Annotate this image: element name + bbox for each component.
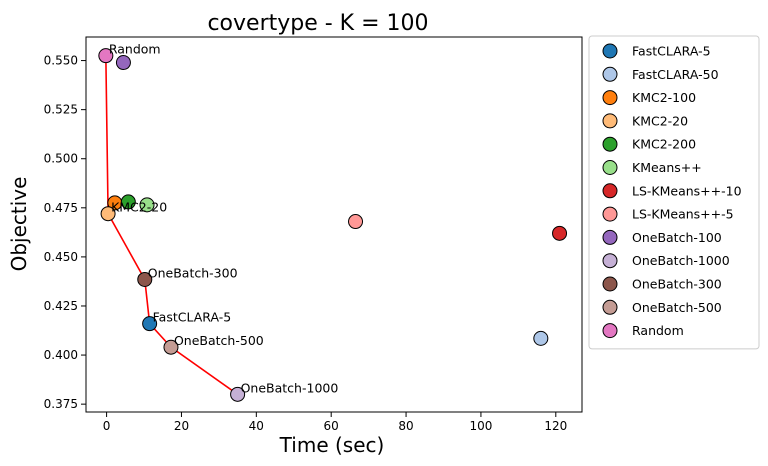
- legend-marker: [602, 113, 618, 129]
- y-axis-label: Objective: [7, 177, 31, 272]
- legend-entry-label: OneBatch-1000: [632, 253, 730, 268]
- y-tick-label: 0.475: [44, 201, 78, 215]
- legend-marker: [602, 299, 618, 315]
- point-label: KMC2-20: [111, 200, 167, 215]
- data-point-onebatch-1000: [230, 386, 246, 402]
- data-point-ls-kmeans-5: [348, 214, 364, 230]
- x-tick-label: 40: [249, 419, 264, 433]
- y-tick-label: 0.400: [44, 348, 78, 362]
- legend-marker: [602, 206, 618, 222]
- x-tick-label: 0: [103, 419, 111, 433]
- x-tick-label: 20: [174, 419, 189, 433]
- legend-marker: [602, 323, 618, 339]
- legend-marker: [602, 253, 618, 269]
- legend-marker: [602, 229, 618, 245]
- data-point-fastclara-5: [142, 316, 158, 332]
- legend-entry-label: KMC2-200: [632, 137, 696, 152]
- data-point-random: [98, 48, 114, 64]
- legend-entry-label: OneBatch-100: [632, 230, 722, 245]
- chart-title: covertype - K = 100: [207, 11, 428, 36]
- point-label: Random: [109, 42, 161, 57]
- legend-entry-label: LS-KMeans++-5: [632, 207, 734, 222]
- point-label: OneBatch-500: [174, 333, 264, 348]
- legend-marker: [602, 160, 618, 175]
- data-point-onebatch-300: [137, 271, 153, 287]
- x-tick-label: 60: [324, 419, 339, 433]
- legend-entry-label: FastCLARA-50: [632, 67, 719, 82]
- legend-entry-label: OneBatch-500: [632, 300, 722, 315]
- data-point-kmc2-20: [100, 206, 116, 222]
- y-tick-label: 0.425: [44, 299, 78, 313]
- data-point-fastclara-50: [533, 330, 549, 346]
- y-tick-label: 0.550: [44, 54, 78, 68]
- data-point-kmc2-200: [120, 194, 136, 210]
- y-tick-label: 0.500: [44, 152, 78, 166]
- point-label: OneBatch-1000: [241, 380, 339, 395]
- legend-entry-label: Random: [632, 323, 684, 338]
- legend-marker: [602, 43, 618, 59]
- legend-entry-label: KMC2-100: [632, 90, 696, 105]
- point-label: OneBatch-300: [148, 265, 238, 280]
- legend-marker: [602, 66, 618, 82]
- legend-marker: [602, 276, 618, 292]
- legend-entry-label: OneBatch-300: [632, 277, 722, 292]
- legend: FastCLARA-5 FastCLARA-50 KMC2-100 KMC2-20 KM…: [588, 35, 760, 350]
- data-point-ls-kmeans-10: [552, 225, 568, 241]
- legend-entry-label: KMeans++: [632, 160, 702, 175]
- legend-entry-label: KMC2-20: [632, 113, 688, 128]
- legend-marker: [602, 136, 618, 152]
- pareto-front-line: [105, 55, 239, 395]
- x-axis-label: Time (sec): [279, 433, 385, 457]
- legend-marker: [602, 183, 618, 199]
- x-tick-label: 80: [398, 419, 413, 433]
- legend-entry-label: FastCLARA-5: [632, 44, 711, 59]
- y-tick-label: 0.375: [44, 397, 78, 411]
- legend-entry-label: LS-KMeans++-10: [632, 183, 742, 198]
- legend-box: [588, 35, 760, 350]
- data-point-kmeans-: [139, 197, 155, 213]
- data-point-onebatch-500: [163, 339, 179, 355]
- y-tick-label: 0.450: [44, 250, 78, 264]
- y-tick-label: 0.525: [44, 103, 78, 117]
- point-label: FastCLARA-5: [153, 310, 232, 325]
- x-tick-label: 120: [544, 419, 567, 433]
- axes-frame: [85, 36, 583, 413]
- x-tick-label: 100: [469, 419, 492, 433]
- legend-marker: [602, 90, 618, 106]
- plot-area: 0 20 40 60 80 100 120 0.375 0.400 0.425 0.450 0.475…: [44, 36, 583, 433]
- data-point-onebatch-100: [115, 55, 131, 71]
